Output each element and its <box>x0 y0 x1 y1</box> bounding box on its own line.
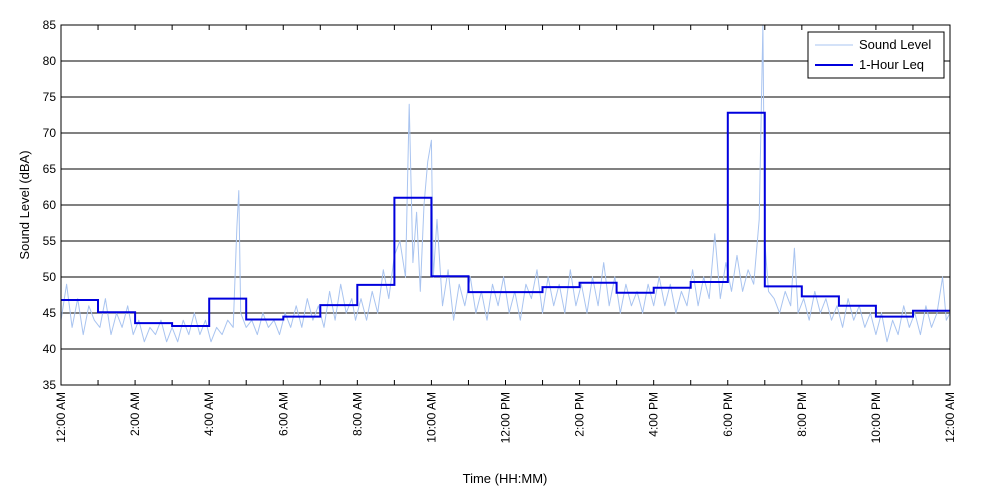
x-tick-label: 2:00 AM <box>128 392 142 436</box>
y-tick-label: 40 <box>43 342 57 356</box>
x-tick-label: 8:00 AM <box>350 392 364 436</box>
x-tick-labels: 12:00 AM 2:00 AM 4:00 AM 6:00 AM 8:00 AM 10:0… <box>54 392 957 443</box>
x-tick-label: 10:00 AM <box>424 392 438 443</box>
y-tick-label: 65 <box>43 162 57 176</box>
x-tick-label: 10:00 PM <box>869 392 883 443</box>
legend: Sound Level 1-Hour Leq <box>807 31 945 79</box>
x-tick-label: 4:00 AM <box>202 392 216 436</box>
plot-frame <box>60 24 951 386</box>
y-tick-labels: 35 40 45 50 55 60 65 70 75 80 85 <box>43 18 57 392</box>
x-tick-label: 2:00 PM <box>573 392 587 437</box>
y-tick-label: 70 <box>43 126 57 140</box>
y-tick-label: 85 <box>43 18 57 32</box>
y-axis-label: Sound Level (dBA) <box>17 150 32 259</box>
x-axis-label: Time (HH:MM) <box>463 471 548 486</box>
y-tick-label: 80 <box>43 54 57 68</box>
y-tick-label: 55 <box>43 234 57 248</box>
y-tick-label: 35 <box>43 378 57 392</box>
x-tick-label: 4:00 PM <box>647 392 661 437</box>
y-tick-label: 45 <box>43 306 57 320</box>
series-sound-level <box>60 24 951 343</box>
y-tick-label: 75 <box>43 90 57 104</box>
y-tick-label: 50 <box>43 270 57 284</box>
y-tick-label: 60 <box>43 198 57 212</box>
legend-label-1-hour-leq: 1-Hour Leq <box>859 57 924 72</box>
legend-label-sound-level: Sound Level <box>859 37 931 52</box>
series-1-hour-leq <box>61 111 950 327</box>
x-tick-label: 12:00 AM <box>943 392 957 443</box>
x-tick-label: 12:00 PM <box>499 392 513 443</box>
x-tick-label: 6:00 PM <box>721 392 735 437</box>
x-tick-label: 8:00 PM <box>795 392 809 437</box>
legend-box <box>807 31 945 79</box>
leq-step-line <box>61 111 950 327</box>
x-tick-label: 6:00 AM <box>276 392 290 436</box>
gridlines <box>61 60 950 350</box>
sound-level-line <box>60 24 951 343</box>
x-tick-label: 12:00 AM <box>54 392 68 443</box>
